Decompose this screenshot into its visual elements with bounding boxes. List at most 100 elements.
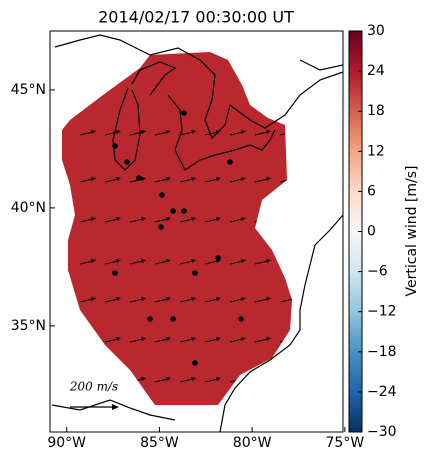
wind-arrow [79, 131, 94, 136]
wind-arrow [154, 218, 169, 223]
wind-arrow [79, 298, 94, 303]
wind-arrow [104, 178, 119, 183]
wind-arrow-head [166, 377, 171, 381]
wind-arrow [229, 131, 244, 136]
wind-arrow-head [91, 297, 96, 301]
wind-arrow-head [116, 337, 121, 341]
wind-arrow-head [291, 377, 292, 381]
wind-arrow [179, 131, 194, 136]
wind-arrow [204, 298, 219, 303]
wind-arrow [204, 218, 219, 223]
wind-arrow [179, 260, 194, 265]
wind-arrow [254, 338, 269, 343]
wind-arrow [254, 378, 269, 383]
wind-arrow [79, 260, 94, 265]
wind-arrow [104, 338, 119, 343]
wind-arrow [204, 378, 219, 383]
wind-arrow [129, 298, 144, 303]
wind-arrow [254, 260, 269, 265]
wind-arrow [179, 178, 194, 183]
wind-arrow [254, 298, 269, 303]
wind-arrow-head [116, 297, 121, 301]
wind-region [62, 52, 292, 405]
wind-arrow [79, 338, 94, 343]
colorbar-tick-label: −24 [367, 384, 397, 400]
wind-arrow-head [291, 130, 292, 134]
colorbar-tick-label: 30 [367, 23, 385, 39]
wind-arrow [204, 260, 219, 265]
wind-arrow-head [191, 130, 196, 134]
colorbar-tick-label: 18 [367, 103, 385, 119]
colorbar-tick-label: −6 [367, 264, 388, 280]
wind-arrow-head [141, 177, 146, 181]
wind-arrow [104, 298, 119, 303]
coastlines [51, 34, 343, 432]
wind-arrow [129, 218, 144, 223]
wind-arrow-head [216, 297, 221, 301]
x-tick-label: 85°W [140, 435, 179, 451]
wind-arrow [79, 178, 94, 183]
wind-arrow [279, 260, 292, 265]
wind-arrow [279, 378, 292, 383]
wind-arrow-head [116, 177, 121, 181]
wind-arrow [254, 131, 269, 136]
colorbar-tick-label: −30 [367, 424, 397, 440]
wind-arrow-head [191, 337, 196, 341]
scale-label: 200 m/s [69, 380, 118, 394]
wind-arrow-head [141, 337, 146, 341]
colorbar-label: Vertical wind [m/s] [404, 166, 420, 297]
x-tick-label: 80°W [233, 435, 272, 451]
wind-arrow [129, 131, 144, 136]
wind-arrow-head [141, 377, 146, 381]
wind-arrow-head [266, 377, 271, 381]
wind-arrow-head [191, 377, 196, 381]
wind-arrow-head [116, 259, 121, 263]
wind-arrow [154, 260, 169, 265]
colorbar-tick-label: 0 [367, 224, 376, 240]
wind-arrow [229, 218, 244, 223]
wind-arrow-head [91, 259, 96, 263]
wind-arrow-head [141, 217, 146, 221]
wind-arrow [279, 218, 292, 223]
wind-arrow [129, 260, 144, 265]
wind-arrow-head [191, 217, 196, 221]
wind-arrow-head [266, 297, 271, 301]
colorbar-tick-label: −18 [367, 344, 397, 360]
wind-arrow [229, 260, 244, 265]
stations [112, 110, 244, 366]
wind-arrow [154, 338, 169, 343]
wind-arrow-head [241, 297, 246, 301]
wind-arrow-head [166, 177, 171, 181]
wind-arrow-head [291, 217, 292, 221]
wind-arrow-head [116, 217, 121, 221]
colorbar-tick-label: −12 [367, 304, 397, 320]
wind-arrow [129, 338, 144, 343]
y-tick-label: 35°N [11, 318, 46, 334]
wind-arrow-head [116, 130, 121, 134]
wind-arrow-head [266, 130, 271, 134]
wind-arrow [279, 298, 292, 303]
wind-arrow-head [241, 259, 246, 263]
wind-arrow [79, 218, 94, 223]
y-tick-label: 40°N [11, 200, 46, 216]
wind-arrow [204, 338, 219, 343]
wind-arrow-head [91, 177, 96, 181]
wind-arrow-head [91, 217, 96, 221]
wind-arrow-head [191, 177, 196, 181]
wind-arrow [179, 378, 194, 383]
wind-arrow [154, 298, 169, 303]
wind-arrow-head [191, 259, 196, 263]
wind-arrow [154, 378, 169, 383]
wind-arrow-head [166, 297, 171, 301]
colorbar-tick-label: 12 [367, 143, 385, 159]
wind-arrow-head [91, 337, 96, 341]
colorbar-tick-label: 6 [367, 183, 376, 199]
wind-arrow-head [166, 130, 171, 134]
x-tick-label: 90°W [47, 435, 86, 451]
y-tick-label: 45°N [11, 82, 46, 98]
wind-arrow [104, 260, 119, 265]
wind-arrow [229, 178, 244, 183]
wind-arrow-head [166, 337, 171, 341]
wind-arrow-head [216, 130, 221, 134]
